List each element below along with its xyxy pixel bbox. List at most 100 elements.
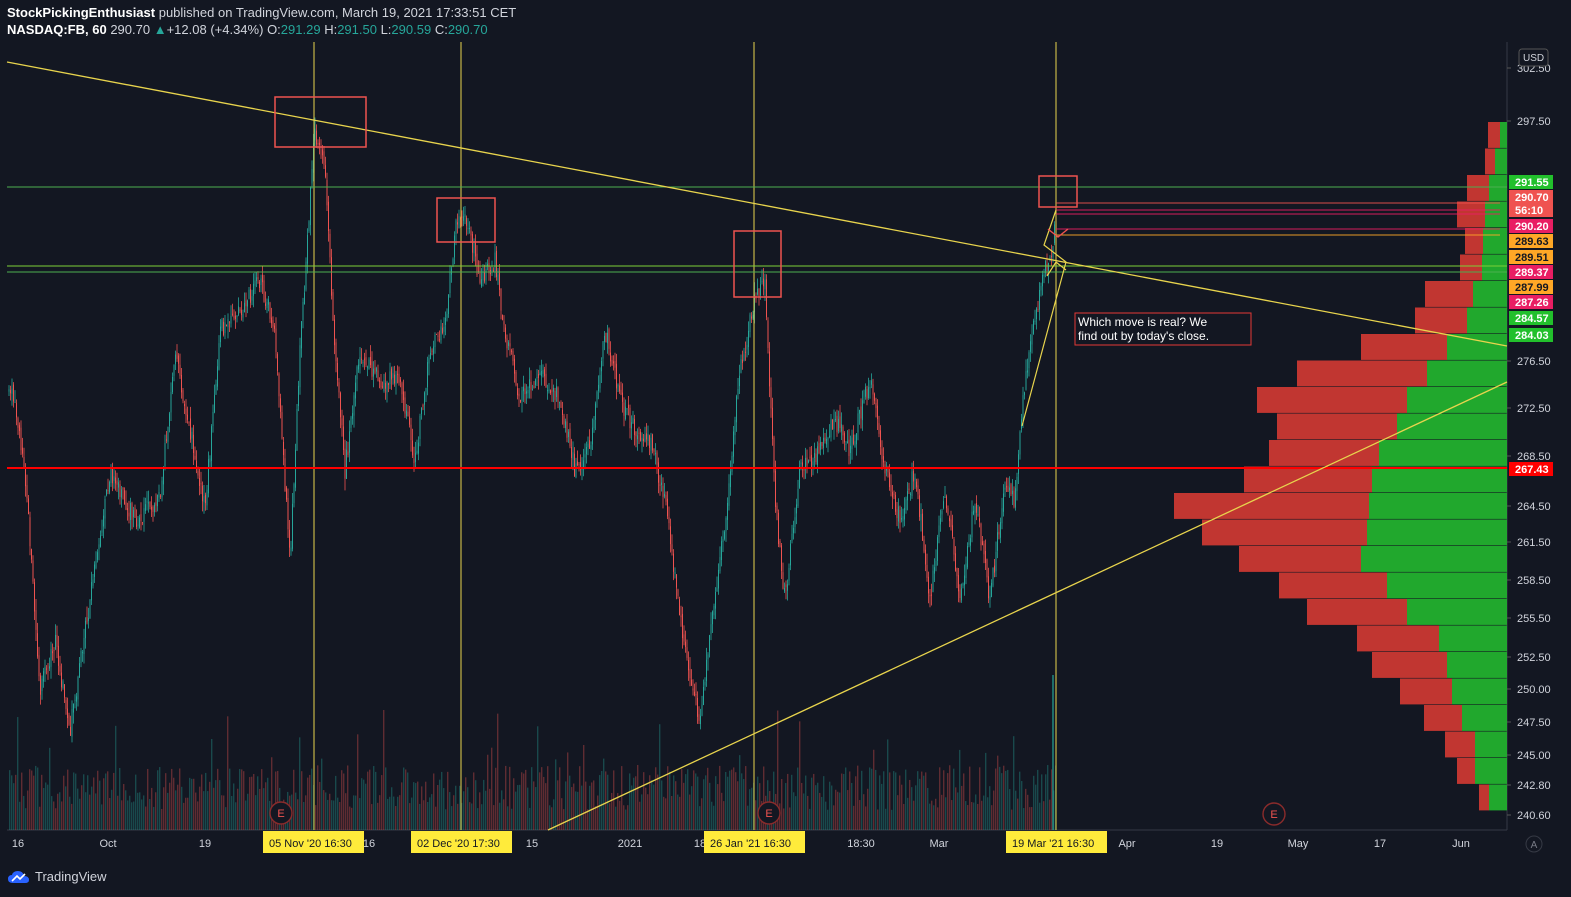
volume-bar bbox=[37, 767, 39, 830]
candle-body bbox=[710, 624, 712, 634]
volume-bar bbox=[397, 796, 399, 830]
date-tag bbox=[1006, 831, 1107, 853]
x-tick-label: 16 bbox=[12, 838, 24, 850]
candle-body bbox=[730, 471, 731, 488]
candle-body bbox=[691, 679, 692, 686]
candle-body bbox=[811, 454, 812, 467]
volume-bar bbox=[277, 770, 279, 830]
volume-bar bbox=[717, 784, 719, 830]
candle-body bbox=[767, 320, 769, 348]
ohlc-legend: NASDAQ:FB, 60 290.70 ▲+12.08 (+4.34%) O:… bbox=[7, 22, 488, 37]
candle-body bbox=[188, 421, 190, 423]
price-label-text: 290.70 bbox=[1515, 192, 1549, 204]
tradingview-logo[interactable]: TradingView bbox=[8, 869, 107, 884]
volume-bar bbox=[347, 765, 349, 830]
candle-body bbox=[431, 350, 433, 352]
volume-bar bbox=[991, 805, 993, 830]
candle-body bbox=[986, 559, 988, 578]
candle-body bbox=[938, 525, 940, 537]
candle-body bbox=[968, 542, 970, 545]
volume-bar bbox=[115, 725, 117, 830]
candle-body bbox=[359, 357, 361, 367]
candle-body bbox=[409, 416, 410, 425]
volume-bar bbox=[503, 799, 505, 830]
candle-body bbox=[745, 351, 746, 353]
volume-bar bbox=[85, 792, 87, 830]
volume-bar bbox=[497, 713, 499, 830]
volume-profile-up bbox=[1439, 625, 1507, 652]
volume-bar bbox=[221, 795, 223, 830]
candle-body bbox=[727, 502, 728, 520]
open-value: 291.29 bbox=[280, 22, 321, 37]
volume-bar bbox=[25, 808, 27, 830]
candle-body bbox=[146, 501, 148, 503]
volume-bar bbox=[579, 766, 581, 830]
candle-body bbox=[848, 439, 850, 457]
candle-body bbox=[299, 345, 301, 388]
candle-body bbox=[55, 635, 56, 650]
volume-bar bbox=[625, 809, 627, 830]
volume-bar bbox=[737, 781, 739, 830]
volume-bar bbox=[481, 804, 483, 830]
candle-body bbox=[922, 513, 923, 541]
author-name[interactable]: StockPickingEnthusiast bbox=[7, 5, 156, 20]
volume-bar bbox=[265, 782, 267, 830]
volume-bar bbox=[833, 805, 835, 830]
volume-bar bbox=[485, 790, 487, 830]
candle-body bbox=[685, 641, 686, 648]
volume-bar bbox=[927, 787, 929, 830]
volume-bar bbox=[151, 787, 153, 830]
volume-bar bbox=[733, 767, 735, 830]
volume-bar bbox=[839, 792, 841, 830]
candle-body bbox=[538, 374, 539, 378]
volume-bar bbox=[219, 780, 221, 830]
candle-body bbox=[143, 508, 145, 522]
volume-bar bbox=[801, 782, 803, 830]
candle-body bbox=[262, 274, 263, 283]
candle-body bbox=[880, 430, 881, 448]
volume-bar bbox=[423, 800, 425, 830]
highlight-box bbox=[733, 230, 782, 298]
volume-bar bbox=[367, 771, 369, 830]
price-label-tag bbox=[1509, 265, 1553, 279]
volume-bar bbox=[203, 791, 205, 830]
volume-bar bbox=[609, 803, 611, 830]
volume-bar bbox=[169, 782, 171, 830]
candle-body bbox=[149, 501, 151, 507]
candle-body bbox=[35, 610, 37, 630]
candle-body bbox=[1009, 487, 1010, 491]
candle-body bbox=[124, 490, 125, 505]
volume-bar bbox=[823, 776, 825, 830]
candle-body bbox=[509, 343, 511, 347]
candle-body bbox=[916, 481, 917, 488]
volume-bar bbox=[1009, 789, 1011, 830]
y-tick-label: 247.50 bbox=[1517, 717, 1551, 729]
volume-bar bbox=[253, 773, 255, 830]
candle-body bbox=[839, 416, 841, 429]
volume-profile-down bbox=[1372, 652, 1447, 678]
candle-body bbox=[662, 485, 664, 497]
volume-bar bbox=[953, 768, 955, 830]
volume-bar bbox=[191, 778, 193, 830]
candle-body bbox=[394, 374, 395, 384]
volume-bar bbox=[181, 786, 183, 830]
candle-body bbox=[296, 409, 298, 451]
volume-bar bbox=[709, 782, 711, 830]
candle-body bbox=[920, 514, 922, 521]
volume-bar bbox=[9, 770, 11, 830]
volume-bar bbox=[571, 787, 573, 830]
symbol-label[interactable]: NASDAQ:FB, 60 bbox=[7, 22, 107, 37]
volume-bar bbox=[971, 802, 973, 830]
volume-bar bbox=[331, 800, 333, 830]
candle-body bbox=[401, 383, 403, 395]
candle-body bbox=[994, 565, 995, 573]
candle-body bbox=[473, 243, 475, 254]
volume-bar bbox=[65, 786, 67, 830]
volume-bar bbox=[1019, 771, 1021, 830]
volume-bar bbox=[63, 775, 65, 830]
volume-bar bbox=[311, 768, 313, 830]
auto-scale-label: A bbox=[1531, 840, 1538, 851]
volume-bar bbox=[527, 787, 529, 830]
volume-bar bbox=[635, 776, 637, 830]
